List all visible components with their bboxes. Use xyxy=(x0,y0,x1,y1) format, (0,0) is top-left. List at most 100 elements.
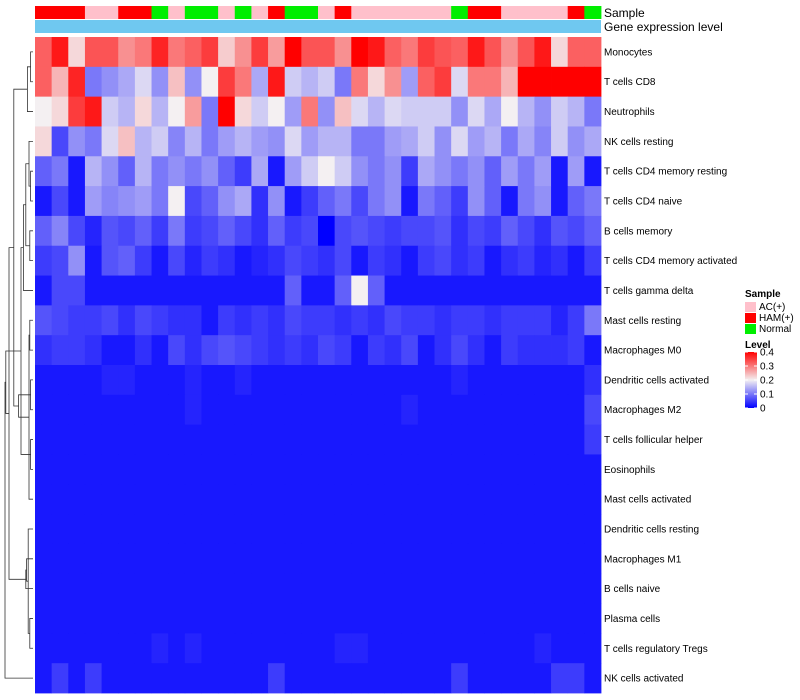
heatmap-cell xyxy=(234,186,252,217)
heatmap-cell xyxy=(151,603,169,634)
heatmap-cell xyxy=(268,663,286,694)
column-annotations xyxy=(35,6,602,33)
heatmap-cell xyxy=(551,215,569,247)
heatmap-cell xyxy=(118,305,136,336)
heatmap-cell xyxy=(284,663,302,694)
heatmap-cell xyxy=(68,454,86,485)
heatmap-cell xyxy=(384,484,402,515)
heatmap-cell xyxy=(517,514,535,545)
heatmap-cell xyxy=(68,275,86,306)
heatmap-cell xyxy=(351,394,369,426)
heatmap-cell xyxy=(434,663,452,694)
heatmap-cell xyxy=(134,394,152,426)
heatmap-cell xyxy=(334,394,352,426)
heatmap-cell xyxy=(251,633,269,664)
row-label: Macrophages M0 xyxy=(604,346,682,357)
dendrogram-branch xyxy=(29,230,33,262)
heatmap-cell xyxy=(318,424,336,455)
heatmap-cell xyxy=(367,156,385,187)
heatmap-cell xyxy=(151,186,169,217)
heatmap-cell xyxy=(334,275,352,306)
heatmap-cell xyxy=(484,573,502,604)
heatmap-cell xyxy=(168,215,186,247)
heatmap-cell xyxy=(151,543,169,575)
heatmap-cell xyxy=(301,96,319,127)
heatmap-cell xyxy=(51,245,69,276)
heatmap-cell xyxy=(168,394,186,426)
heatmap-cell xyxy=(417,126,435,157)
heatmap-cell xyxy=(301,365,319,396)
heatmap-cell xyxy=(251,365,269,396)
dendrogram-branch xyxy=(23,204,33,291)
heatmap-cell xyxy=(484,454,502,485)
heatmap-cell xyxy=(251,275,269,306)
heatmap-cell xyxy=(367,215,385,247)
heatmap-cell xyxy=(151,663,169,694)
heatmap-cell xyxy=(534,96,552,127)
heatmap-cell xyxy=(367,573,385,604)
heatmap-cell xyxy=(534,335,552,366)
heatmap-cell xyxy=(334,126,352,157)
heatmap-cell xyxy=(218,186,236,217)
heatmap-cell xyxy=(567,66,585,98)
row-label: T cells CD4 memory activated xyxy=(604,256,737,267)
heatmap-cell xyxy=(284,305,302,336)
row-label: NK cells activated xyxy=(604,674,683,685)
heatmap-cell xyxy=(184,603,202,634)
heatmap-cell xyxy=(51,96,69,127)
row-label: Macrophages M2 xyxy=(604,405,682,416)
heatmap-cell xyxy=(134,66,152,98)
heatmap-cell xyxy=(118,245,136,276)
heatmap-cell xyxy=(68,66,86,98)
heatmap-cell xyxy=(134,305,152,336)
heatmap-cell xyxy=(401,633,419,664)
row-label: Monocytes xyxy=(604,47,652,58)
dendrogram-branch xyxy=(30,379,33,411)
heatmap-cell xyxy=(334,603,352,634)
sample-annotation-cell xyxy=(268,6,286,19)
heatmap-cell xyxy=(384,215,402,247)
heatmap-cell xyxy=(234,245,252,276)
heatmap-cell xyxy=(68,633,86,664)
heatmap-cell xyxy=(451,215,469,247)
heatmap-cell xyxy=(118,37,136,68)
heatmap-cell xyxy=(401,96,419,127)
heatmap-cell xyxy=(168,454,186,485)
heatmap-cell xyxy=(534,365,552,396)
heatmap-cell xyxy=(201,305,219,336)
heatmap-cell xyxy=(84,663,102,694)
heatmap-cell xyxy=(301,394,319,426)
heatmap-cell xyxy=(234,96,252,127)
heatmap-cell xyxy=(334,484,352,515)
heatmap-cell xyxy=(318,663,336,694)
row-dendrogram xyxy=(4,51,33,679)
heatmap-cell xyxy=(184,663,202,694)
annotation-label-sample: Sample xyxy=(604,6,645,20)
heatmap-cell xyxy=(351,186,369,217)
heatmap-cell xyxy=(101,514,119,545)
heatmap-cell xyxy=(101,66,119,98)
heatmap-cell xyxy=(35,215,53,247)
sample-annotation-cell xyxy=(84,6,102,19)
heatmap-cell xyxy=(417,365,435,396)
heatmap-cell xyxy=(168,543,186,575)
heatmap-cell xyxy=(168,305,186,336)
heatmap-cell xyxy=(501,186,519,217)
heatmap-cell xyxy=(451,186,469,217)
heatmap-cell xyxy=(501,335,519,366)
heatmap-cell xyxy=(134,424,152,455)
heatmap-cell xyxy=(584,514,602,545)
heatmap-cell xyxy=(384,186,402,217)
heatmap-cell xyxy=(434,514,452,545)
heatmap-cell xyxy=(367,186,385,217)
heatmap-cell xyxy=(367,543,385,575)
heatmap-cell xyxy=(251,424,269,455)
heatmap-cell xyxy=(251,663,269,694)
heatmap-cell xyxy=(534,514,552,545)
sample-annotation-cell xyxy=(467,6,485,19)
row-label: NK cells resting xyxy=(604,137,673,148)
heatmap-cell xyxy=(567,156,585,187)
heatmap-cell xyxy=(168,186,186,217)
heatmap-cell xyxy=(584,126,602,157)
heatmap-cell xyxy=(35,156,53,187)
